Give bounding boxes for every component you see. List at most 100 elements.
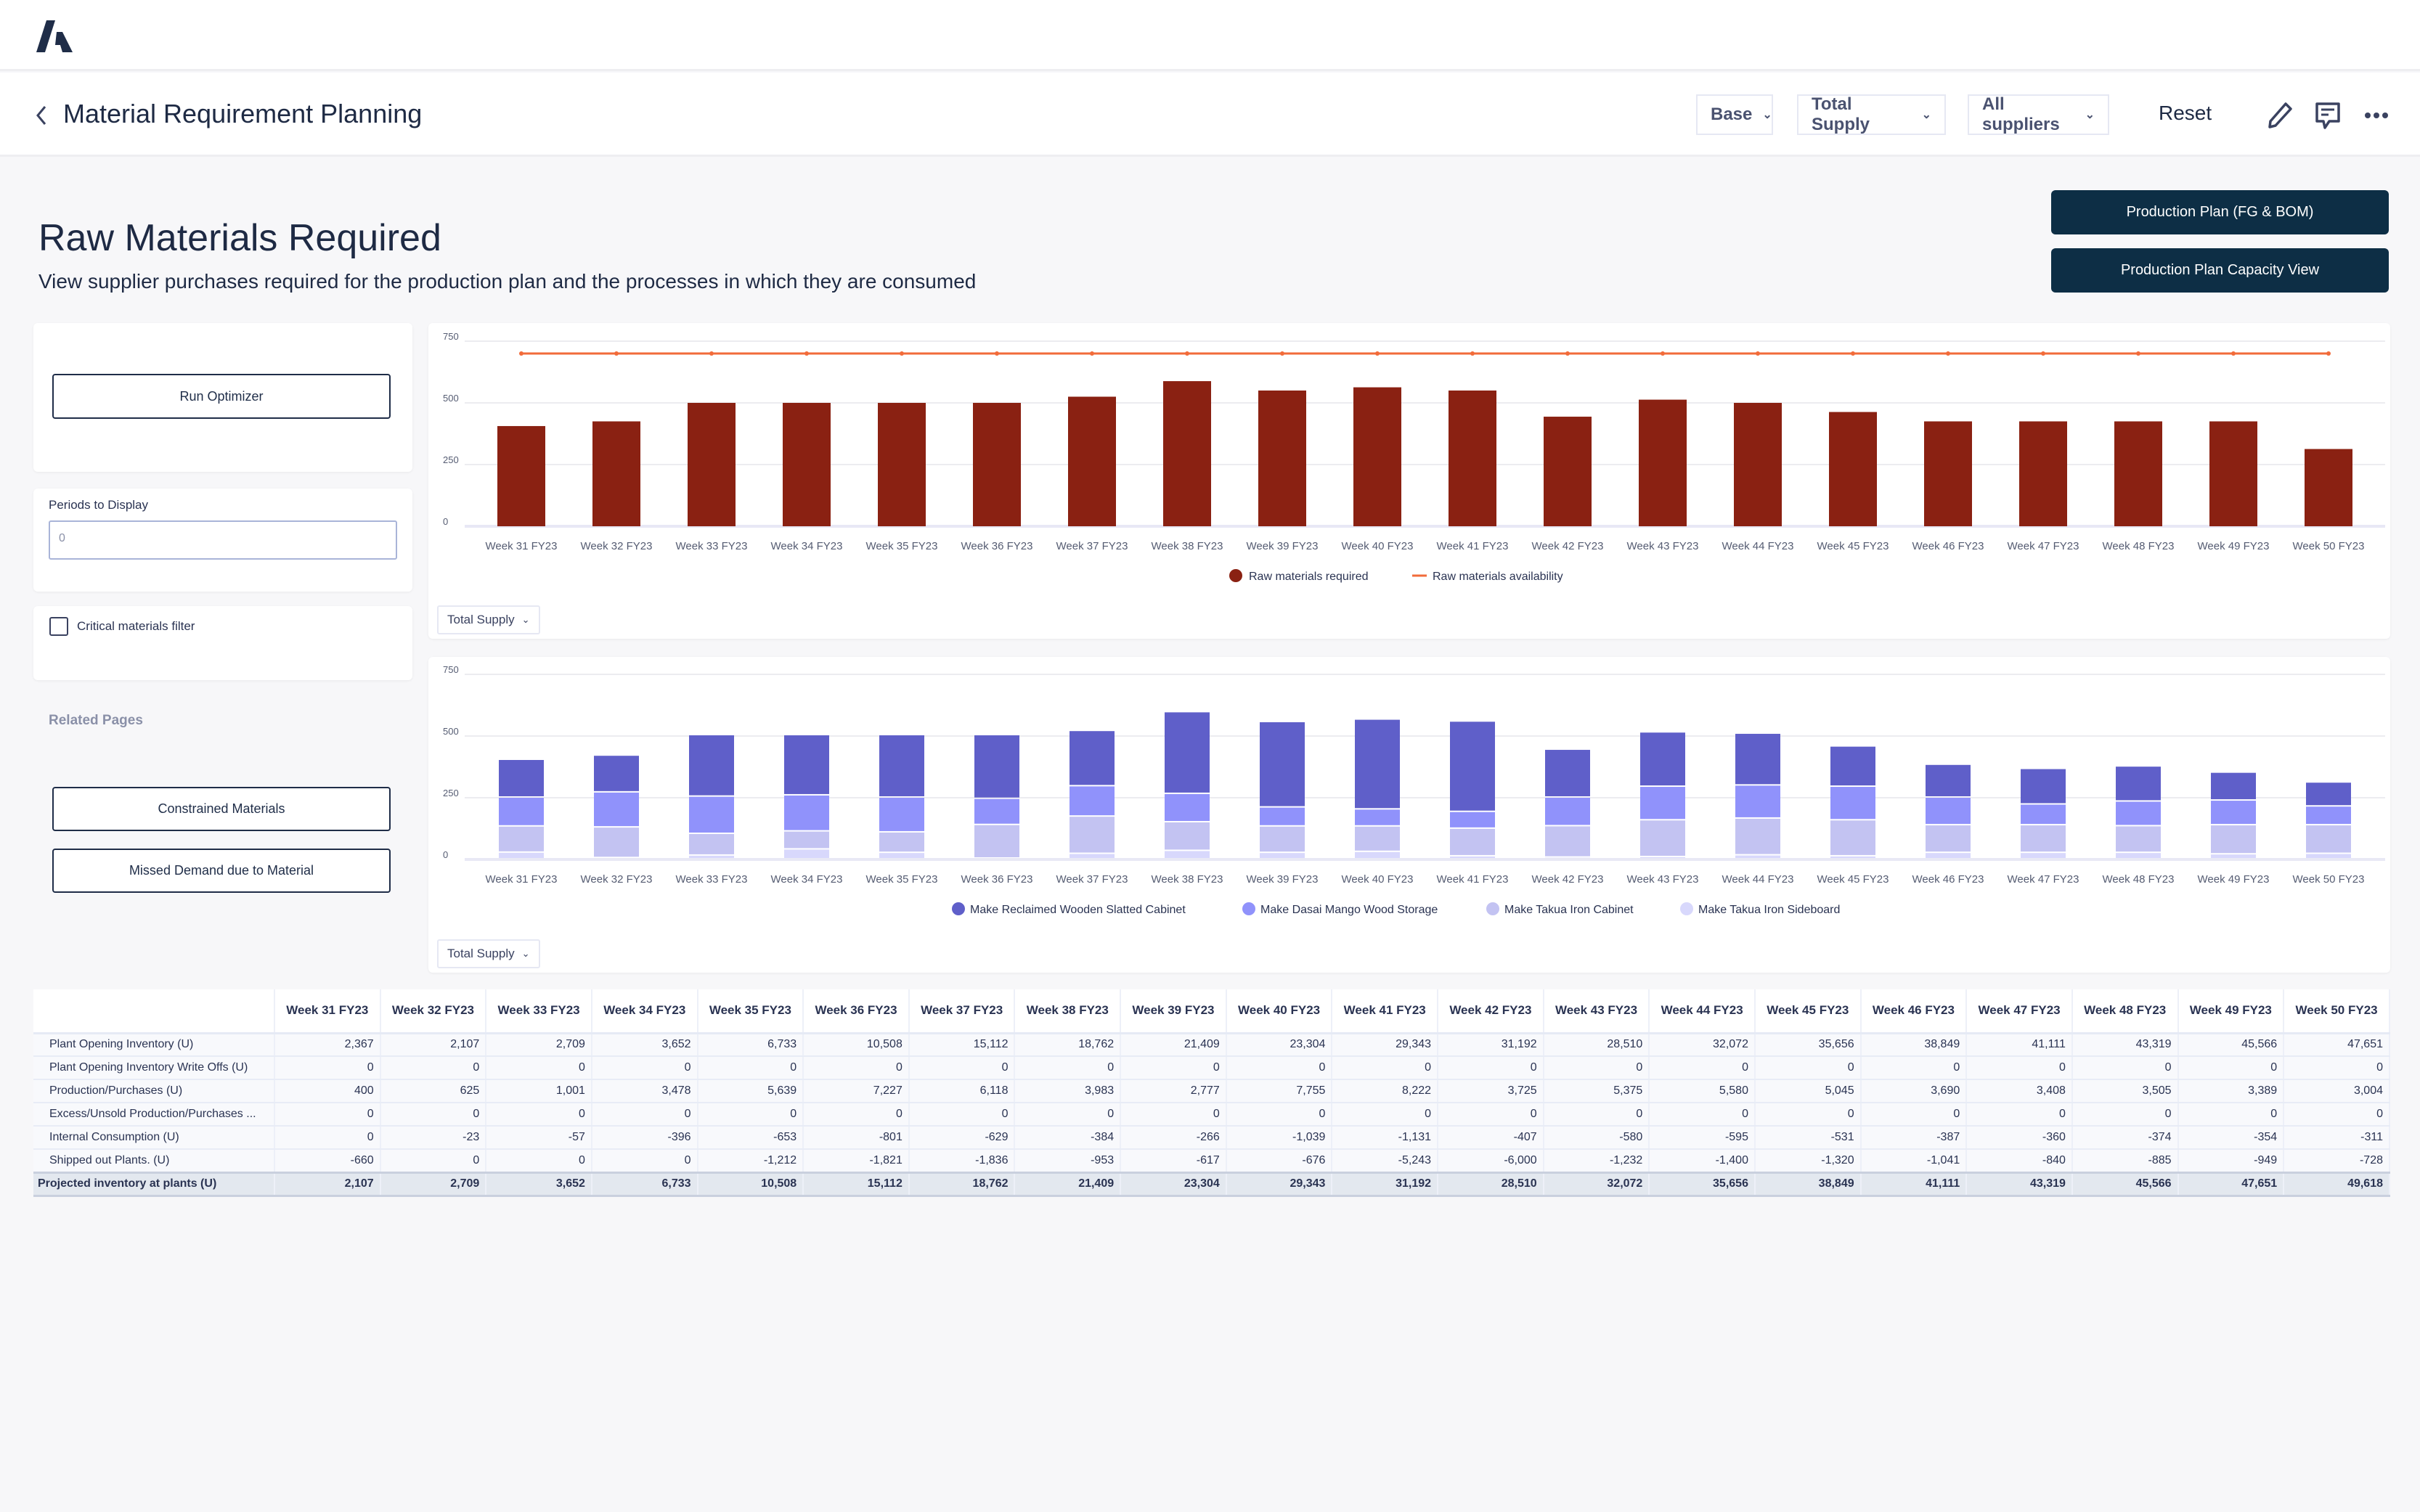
bar-dasai-storage[interactable] <box>1735 785 1780 817</box>
bar-raw-materials-required[interactable] <box>1449 391 1496 526</box>
bar-reclaimed-cabinet[interactable] <box>784 735 829 794</box>
bar-raw-materials-required[interactable] <box>2019 421 2067 527</box>
bar-takua-cabinet[interactable] <box>1926 825 1971 852</box>
bar-reclaimed-cabinet[interactable] <box>2211 772 2256 800</box>
bar-takua-sideboard[interactable] <box>1735 855 1780 858</box>
supplier-dropdown[interactable]: All suppliers ⌄ <box>1968 94 2109 135</box>
bar-takua-sideboard[interactable] <box>1640 857 1685 858</box>
availability-point[interactable] <box>2136 351 2140 356</box>
bar-reclaimed-cabinet[interactable] <box>1070 731 1115 785</box>
bar-raw-materials-required[interactable] <box>1829 412 1877 526</box>
comment-icon[interactable] <box>2315 102 2341 131</box>
bar-takua-sideboard[interactable] <box>1355 851 1400 858</box>
reset-button[interactable]: Reset <box>2159 102 2212 124</box>
bar-dasai-storage[interactable] <box>2306 806 2351 825</box>
availability-point[interactable] <box>1851 351 1855 356</box>
bar-raw-materials-required[interactable] <box>1353 387 1401 526</box>
availability-point[interactable] <box>1565 351 1570 356</box>
bar-reclaimed-cabinet[interactable] <box>499 759 544 796</box>
bar-takua-sideboard[interactable] <box>2306 854 2351 858</box>
bar-dasai-storage[interactable] <box>1450 812 1495 827</box>
supply-dropdown[interactable]: Total Supply ⌄ <box>1797 94 1946 135</box>
bar-takua-sideboard[interactable] <box>784 849 829 858</box>
bar-takua-sideboard[interactable] <box>2116 853 2161 858</box>
bar-reclaimed-cabinet[interactable] <box>1355 719 1400 809</box>
bar-takua-cabinet[interactable] <box>1165 822 1210 850</box>
bar-takua-cabinet[interactable] <box>2306 825 2351 853</box>
bar-reclaimed-cabinet[interactable] <box>1260 722 1305 806</box>
bar-raw-materials-required[interactable] <box>592 421 640 527</box>
bar-reclaimed-cabinet[interactable] <box>1735 733 1780 785</box>
critical-filter-checkbox[interactable] <box>49 617 68 636</box>
bar-takua-cabinet[interactable] <box>1450 828 1495 855</box>
bar-raw-materials-required[interactable] <box>783 403 831 526</box>
availability-point[interactable] <box>995 351 999 356</box>
bar-takua-cabinet[interactable] <box>1070 817 1115 853</box>
bar-reclaimed-cabinet[interactable] <box>594 756 639 791</box>
bar-takua-cabinet[interactable] <box>2211 825 2256 854</box>
periods-input[interactable]: 0 <box>49 520 397 560</box>
bar-takua-cabinet[interactable] <box>594 827 639 857</box>
bar-takua-cabinet[interactable] <box>1640 820 1685 856</box>
bar-dasai-storage[interactable] <box>1545 798 1590 825</box>
bar-reclaimed-cabinet[interactable] <box>1450 722 1495 811</box>
bar-dasai-storage[interactable] <box>2116 801 2161 825</box>
bar-takua-sideboard[interactable] <box>689 855 734 858</box>
bar-takua-cabinet[interactable] <box>1260 826 1305 852</box>
bar-takua-cabinet[interactable] <box>499 826 544 851</box>
bar-dasai-storage[interactable] <box>499 798 544 825</box>
bar-takua-cabinet[interactable] <box>689 833 734 854</box>
bar-dasai-storage[interactable] <box>594 792 639 827</box>
bar-dasai-storage[interactable] <box>879 798 924 831</box>
bar-dasai-storage[interactable] <box>1355 809 1400 825</box>
bar-dasai-storage[interactable] <box>689 796 734 833</box>
capacity-view-button[interactable]: Production Plan Capacity View <box>2051 248 2389 293</box>
bar-raw-materials-required[interactable] <box>1163 381 1211 526</box>
availability-point[interactable] <box>614 351 619 356</box>
bar-dasai-storage[interactable] <box>2211 801 2256 825</box>
bar-reclaimed-cabinet[interactable] <box>689 735 734 796</box>
bar-raw-materials-required[interactable] <box>688 403 736 526</box>
availability-point[interactable] <box>2041 351 2045 356</box>
bar-raw-materials-required[interactable] <box>497 425 545 526</box>
constrained-materials-button[interactable]: Constrained Materials <box>52 787 391 831</box>
bar-takua-sideboard[interactable] <box>1070 854 1115 858</box>
bar-takua-sideboard[interactable] <box>1260 853 1305 858</box>
bar-reclaimed-cabinet[interactable] <box>1545 750 1590 796</box>
bar-dasai-storage[interactable] <box>784 795 829 830</box>
bar-dasai-storage[interactable] <box>1070 786 1115 816</box>
bar-reclaimed-cabinet[interactable] <box>2116 767 2161 801</box>
availability-point[interactable] <box>2326 351 2331 356</box>
bar-takua-cabinet[interactable] <box>1830 820 1875 855</box>
bar-raw-materials-required[interactable] <box>2114 421 2162 527</box>
bar-raw-materials-required[interactable] <box>1639 399 1687 526</box>
availability-point[interactable] <box>804 351 809 356</box>
availability-point[interactable] <box>519 351 523 356</box>
chevron-left-icon[interactable] <box>35 105 48 126</box>
bar-dasai-storage[interactable] <box>1830 787 1875 820</box>
bar-takua-cabinet[interactable] <box>784 831 829 849</box>
bar-raw-materials-required[interactable] <box>1068 396 1116 527</box>
bar-raw-materials-required[interactable] <box>2305 449 2352 526</box>
bar-takua-cabinet[interactable] <box>1545 826 1590 857</box>
bar-reclaimed-cabinet[interactable] <box>974 735 1019 798</box>
bar-dasai-storage[interactable] <box>1260 807 1305 825</box>
run-optimizer-button[interactable]: Run Optimizer <box>52 374 391 419</box>
bar-reclaimed-cabinet[interactable] <box>1926 764 1971 796</box>
bar-raw-materials-required[interactable] <box>1258 391 1306 526</box>
bar-reclaimed-cabinet[interactable] <box>879 735 924 796</box>
bar-reclaimed-cabinet[interactable] <box>2021 769 2066 804</box>
bar-raw-materials-required[interactable] <box>1924 421 1972 527</box>
bar-dasai-storage[interactable] <box>1926 798 1971 825</box>
bar-takua-sideboard[interactable] <box>1926 853 1971 858</box>
availability-point[interactable] <box>1946 351 1950 356</box>
availability-point[interactable] <box>900 351 904 356</box>
bar-takua-sideboard[interactable] <box>2021 853 2066 858</box>
bar-takua-cabinet[interactable] <box>1735 818 1780 854</box>
bar-takua-cabinet[interactable] <box>2021 825 2066 852</box>
bar-raw-materials-required[interactable] <box>2209 421 2257 527</box>
bar-dasai-storage[interactable] <box>974 798 1019 824</box>
bar-takua-sideboard[interactable] <box>879 853 924 858</box>
bar-takua-sideboard[interactable] <box>499 852 544 858</box>
pencil-icon[interactable] <box>2267 102 2293 129</box>
